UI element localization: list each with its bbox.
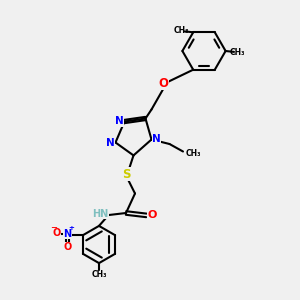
Text: −: − xyxy=(50,223,57,232)
Text: S: S xyxy=(122,167,130,181)
Text: O: O xyxy=(53,228,61,238)
Text: CH₃: CH₃ xyxy=(174,26,190,35)
Text: HN: HN xyxy=(92,209,108,219)
Text: O: O xyxy=(63,242,71,252)
Text: O: O xyxy=(158,77,169,90)
Text: CH₃: CH₃ xyxy=(91,270,107,279)
Text: N: N xyxy=(115,116,124,127)
Text: N: N xyxy=(63,229,71,239)
Text: N: N xyxy=(152,134,161,145)
Text: O: O xyxy=(148,210,157,220)
Text: CH₃: CH₃ xyxy=(230,48,245,57)
Text: N: N xyxy=(106,137,115,148)
Text: CH₃: CH₃ xyxy=(186,148,202,158)
Text: +: + xyxy=(69,225,74,231)
